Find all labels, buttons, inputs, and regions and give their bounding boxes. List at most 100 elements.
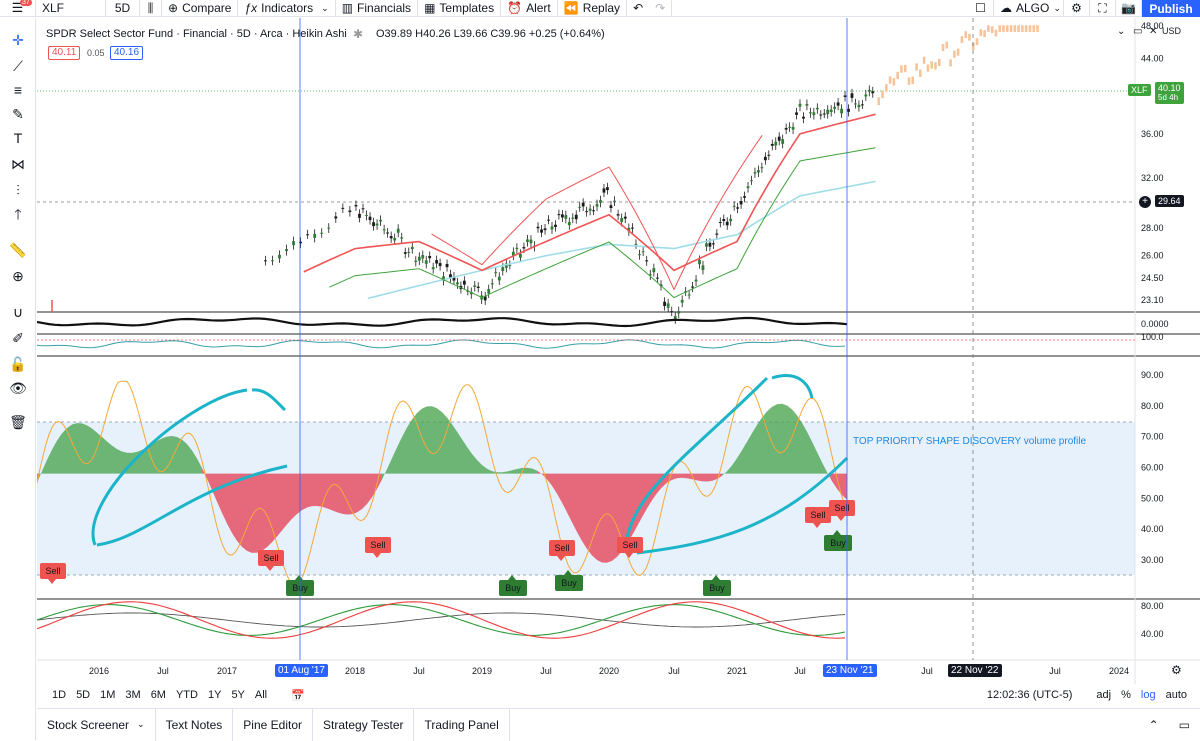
osc-fill (842, 473, 847, 500)
brush-icon[interactable]: ✎ (12, 106, 24, 122)
alert-button[interactable]: ⏰ Alert (501, 0, 558, 17)
buy-signal (703, 580, 731, 596)
layout-toggle-button[interactable]: ☐ (968, 0, 994, 17)
maximize-icon: ▭ (1178, 717, 1190, 732)
indicators-button[interactable]: ƒx Indicators ⌄ (238, 0, 336, 17)
projection-bar (934, 62, 937, 70)
replay-button[interactable]: ⏪ Replay (558, 0, 628, 17)
tab-strategy-tester[interactable]: Strategy Tester (313, 708, 415, 741)
fullscreen-button[interactable]: ⛶ (1090, 0, 1116, 17)
osc-fill (42, 459, 47, 474)
pattern-icon[interactable]: ⋈ (11, 156, 25, 172)
crosshair-icon[interactable]: ✛ (12, 32, 24, 48)
sell-signal-arrow (373, 553, 381, 558)
candle-body (722, 219, 726, 221)
candle-body (278, 254, 281, 259)
range-3m[interactable]: 3M (125, 689, 141, 701)
stay-drawing-icon[interactable]: ✐ (12, 330, 24, 346)
sell-price-button[interactable]: 40.11 (48, 46, 81, 60)
osc-fill (82, 423, 87, 474)
projection-bar (892, 78, 896, 86)
tab-stock-screener[interactable]: Stock Screener ⌄ (37, 708, 156, 741)
redo-button[interactable]: ↷ (649, 0, 673, 17)
chart-area[interactable]: 48.00 44.00 36.00 32.00 28.00 26.00 24.50 23.10… (36, 18, 1200, 708)
osc-fill (747, 433, 752, 474)
percent-toggle[interactable]: % (1121, 689, 1131, 701)
arrow-up-icon[interactable]: 🡑 (14, 206, 22, 222)
candle-body (815, 107, 819, 110)
tab-pine-editor[interactable]: Pine Editor (233, 708, 313, 741)
candle-body (494, 272, 498, 274)
prediction-icon[interactable]: ⫶ (16, 182, 20, 198)
pane-collapse-icon[interactable]: ⌄ (1117, 26, 1126, 37)
chevron-down-icon[interactable]: ⌄ (321, 2, 329, 13)
range-ytd[interactable]: YTD (175, 689, 198, 701)
chart-style-button[interactable]: ⫼ (140, 0, 162, 17)
financials-button[interactable]: ▥ Financials (336, 0, 419, 17)
snapshot-button[interactable]: 📷 (1116, 0, 1142, 17)
trend-line-icon[interactable]: ⟋ (13, 58, 23, 74)
add-alert-icon[interactable]: + (1139, 196, 1151, 208)
buy-signal (555, 575, 583, 591)
text-tool-icon[interactable]: T (13, 130, 23, 146)
osc-fill (337, 473, 342, 514)
currency-label[interactable]: USD (1162, 26, 1182, 36)
log-toggle[interactable]: log (1140, 689, 1156, 701)
chart-canvas[interactable]: 48.00 44.00 36.00 32.00 28.00 26.00 24.50 23.10… (36, 18, 1200, 684)
clock-display[interactable]: 12:02:36 (UTC-5) (986, 689, 1073, 701)
fib-icon[interactable]: ≡ (13, 82, 23, 98)
osc-fill (452, 424, 457, 474)
adj-toggle[interactable]: adj (1096, 689, 1112, 701)
candle-body (585, 211, 589, 213)
candle-body (687, 294, 691, 296)
candle-body (812, 112, 816, 116)
range-all[interactable]: All (254, 689, 268, 701)
range-1d[interactable]: 1D (52, 689, 67, 701)
candle-body (760, 167, 764, 169)
auto-toggle[interactable]: auto (1165, 689, 1187, 701)
oscillator-1-line (36, 316, 848, 328)
candle-body (456, 282, 459, 285)
range-1y[interactable]: 1Y (207, 689, 222, 701)
osc-fill (792, 409, 797, 474)
pane-restore-icon[interactable]: ▭ (1133, 26, 1143, 37)
eye-icon[interactable]: 👁 (9, 380, 27, 396)
go-to-date-icon[interactable]: 📅 (291, 689, 305, 702)
osc-fill (557, 473, 562, 503)
lock-icon[interactable]: 🔓 (9, 356, 27, 372)
range-6m[interactable]: 6M (150, 689, 166, 701)
templates-button[interactable]: ▦ Templates (418, 0, 502, 17)
time-axis-settings-icon[interactable]: ⚙ (1171, 663, 1182, 677)
candle-body (320, 232, 324, 234)
tab-trading-panel[interactable]: Trading Panel (414, 708, 510, 741)
range-5d[interactable]: 5D (76, 689, 91, 701)
candle-body (634, 243, 638, 245)
magnet-icon[interactable]: ∪ (12, 304, 24, 320)
range-1m[interactable]: 1M (100, 689, 116, 701)
candle-body (599, 200, 602, 203)
pane-close-icon[interactable]: ✕ (1149, 26, 1158, 37)
compare-button[interactable]: ⊕ Compare (162, 0, 239, 17)
collapse-panel-button[interactable]: ⌃ (1139, 709, 1169, 741)
sell-signal-label: Sell (554, 543, 569, 553)
osc-fill (232, 473, 237, 541)
maximize-panel-button[interactable]: ▭ (1169, 709, 1200, 741)
range-5y[interactable]: 5Y (231, 689, 245, 701)
bottom-green-line (36, 604, 846, 636)
candle-body (673, 316, 677, 320)
menu-button[interactable]: ☰ 37 (0, 0, 36, 17)
buy-price-button[interactable]: 40.16 (110, 46, 144, 60)
undo-button[interactable]: ↶ (627, 0, 649, 17)
symbol-search[interactable]: XLF (36, 0, 106, 17)
osc-fill (722, 471, 727, 476)
layout-name-button[interactable]: ☁ ALGO ⌄ (994, 0, 1064, 17)
tab-text-notes[interactable]: Text Notes (156, 708, 234, 741)
zoom-in-icon[interactable]: ⊕ (12, 268, 24, 284)
price-tick-label: 44.00 (1141, 54, 1164, 64)
settings-button[interactable]: ⚙ (1064, 0, 1090, 17)
ruler-icon[interactable]: 📏 (9, 242, 27, 258)
trash-icon[interactable]: 🗑 (9, 414, 27, 430)
spread-value: 0.05 (87, 48, 105, 58)
interval-button[interactable]: 5D (106, 0, 140, 17)
publish-button[interactable]: Publish (1142, 0, 1200, 17)
